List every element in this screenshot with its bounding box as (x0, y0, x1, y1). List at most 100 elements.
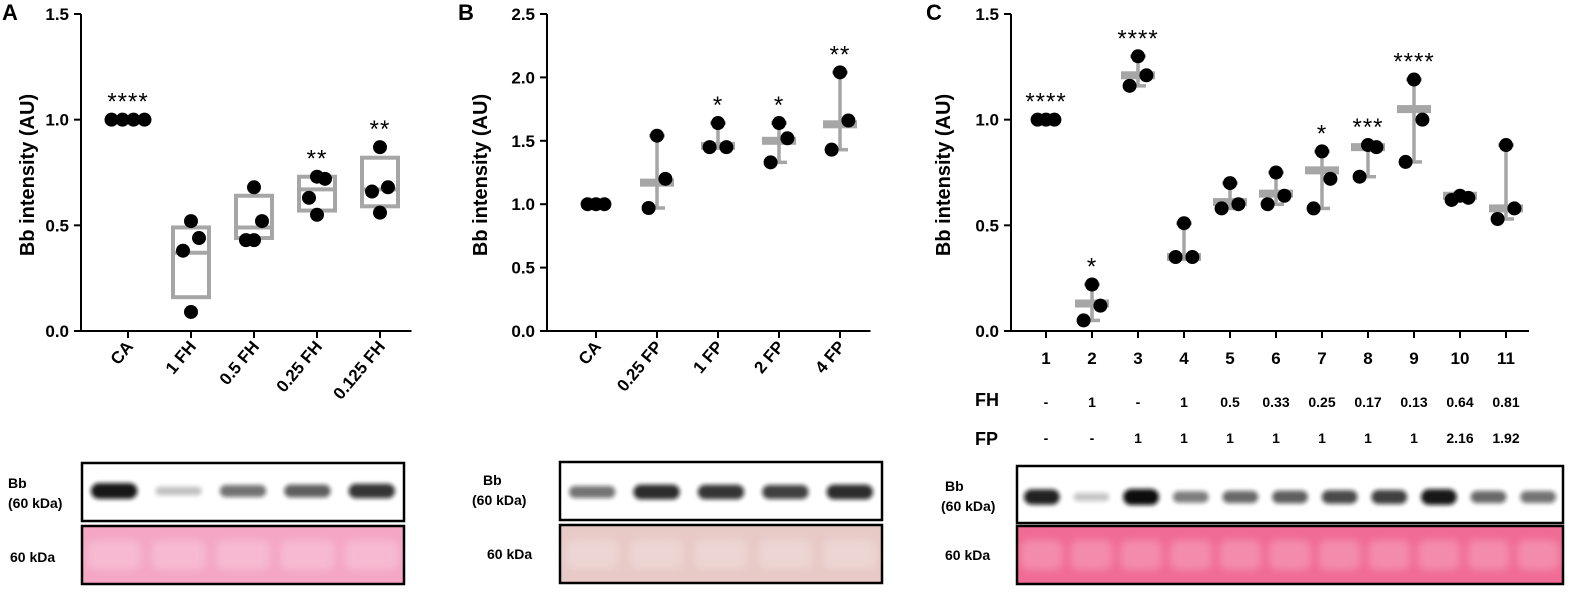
ponceau-lane-c (1418, 540, 1460, 570)
x-tick-label-c: 3 (1133, 349, 1142, 368)
table-cell-fp: 1 (1180, 430, 1188, 446)
table-cell-fh: 1 (1088, 394, 1096, 410)
data-point-b (650, 128, 664, 143)
panel-letter-c: C (926, 0, 942, 25)
data-point-c (1177, 216, 1191, 231)
significance-label-c: * (1317, 120, 1327, 147)
blot-b-bb-kda-label: (60 kDa) (472, 492, 526, 508)
bb-band-a (155, 486, 202, 496)
x-tick-label-a: 0.25 FH (273, 337, 326, 396)
ponceau-lane-a (215, 540, 271, 570)
blot-a (80, 461, 406, 586)
significance-label-a: ** (307, 146, 328, 173)
data-point-a (247, 180, 261, 195)
y-tick-label-c: 0.5 (975, 216, 999, 235)
ponceau-lane-a (280, 540, 335, 570)
y-tick-label-a: 1.5 (45, 5, 69, 24)
y-tick-label-b: 0.5 (511, 259, 535, 278)
blot-c-ponceau-label: 60 kDa (945, 547, 990, 563)
x-tick-label-c: 11 (1497, 349, 1515, 368)
x-tick-label-b: 2 FP (750, 337, 788, 377)
data-point-b (824, 142, 839, 157)
data-point-c (1139, 68, 1154, 83)
median-bar-c (1075, 299, 1109, 308)
significance-label-b: * (713, 92, 723, 119)
data-point-a (302, 190, 316, 205)
data-point-c (1122, 78, 1137, 93)
ponceau-lane-c (1219, 540, 1262, 570)
data-point-c (1407, 72, 1421, 87)
median-bar-c (1259, 189, 1293, 198)
median-bar-b (701, 141, 735, 150)
median-bar-c (1213, 198, 1247, 207)
bb-band-c (1222, 490, 1259, 504)
table-cell-fh: 0.13 (1400, 394, 1427, 410)
significance-label-c: **** (1393, 49, 1434, 76)
median-bar-c (1397, 105, 1431, 114)
ponceau-lane-c (1070, 540, 1113, 570)
data-point-c (1306, 201, 1321, 216)
table-cell-fh: 0.64 (1446, 394, 1473, 410)
data-point-b (780, 131, 795, 146)
table-cell-fh: 0.81 (1492, 394, 1519, 410)
x-tick-label-a: 1 FH (162, 337, 200, 377)
median-bar-b (640, 178, 674, 187)
ponceau-lane-a (87, 540, 142, 570)
data-point-c (1231, 197, 1246, 212)
x-tick-label-c: 5 (1225, 349, 1234, 368)
significance-label-c: **** (1117, 25, 1158, 52)
bb-band-c (1520, 491, 1557, 503)
bb-band-c (1023, 489, 1060, 505)
data-point-c (1269, 165, 1283, 180)
blot-c-bb-kda-label: (60 kDa) (941, 498, 995, 514)
data-point-b (597, 197, 612, 212)
data-point-a (115, 112, 130, 127)
bb-band-c (1073, 492, 1110, 502)
data-point-a (176, 243, 190, 258)
bb-band-b (633, 484, 680, 500)
data-point-c (1490, 211, 1505, 226)
data-point-b (641, 201, 656, 216)
table-cell-fh: 0.25 (1308, 394, 1335, 410)
y-tick-label-a: 0.0 (45, 322, 69, 341)
y-axis-title-c: Bb intensity (AU) (933, 94, 955, 256)
ponceau-lane-b (822, 539, 877, 569)
data-point-c (1047, 112, 1062, 127)
blot-a-bb-label: Bb (8, 475, 27, 491)
median-bar-b (762, 136, 796, 145)
blot-c (1015, 464, 1565, 586)
x-tick-label-b: CA (575, 337, 605, 368)
data-point-b (841, 113, 856, 128)
y-tick-label-a: 0.5 (45, 216, 69, 235)
table-cell-fp: 1 (1134, 430, 1142, 446)
y-tick-label-a: 1.0 (45, 111, 69, 130)
data-point-b (658, 171, 673, 186)
data-point-c (1315, 144, 1329, 159)
bb-band-a (91, 483, 138, 499)
y-tick-label-c: 0.0 (975, 322, 999, 341)
x-tick-label-b: 1 FP (689, 337, 727, 377)
significance-label-a: ** (370, 116, 391, 143)
y-tick-label-c: 1.5 (975, 5, 999, 24)
data-point-c (1369, 140, 1384, 155)
median-bar-c (1167, 253, 1201, 262)
data-point-c (1085, 277, 1099, 292)
table-cell-fp: 2.16 (1446, 430, 1473, 446)
table-cell-fp: 1 (1410, 430, 1418, 446)
table-cell-fh: 1 (1180, 394, 1188, 410)
data-point-c (1277, 188, 1292, 203)
significance-label-c: * (1087, 254, 1097, 281)
y-tick-label-c: 1.0 (975, 111, 999, 130)
table-cell-fp: 1 (1364, 430, 1372, 446)
table-cell-fp: 1 (1226, 430, 1234, 446)
table-cell-fp: 1.92 (1492, 430, 1519, 446)
y-axis-title-a: Bb intensity (AU) (17, 94, 39, 256)
ponceau-lane-c (1169, 540, 1212, 570)
data-point-b (711, 116, 725, 131)
chart-panel-b: 0.0 0.5 1.0 1.5 2.0 2.5 CA 0.25 FP 1 FP * 2 FP * 4 F… (511, 5, 871, 395)
data-point-a (184, 304, 198, 319)
table-cell-fh: - (1136, 394, 1141, 410)
data-point-c (1030, 112, 1045, 127)
y-tick-label-b: 1.5 (511, 132, 535, 151)
y-tick-label-b: 0.0 (511, 322, 535, 341)
